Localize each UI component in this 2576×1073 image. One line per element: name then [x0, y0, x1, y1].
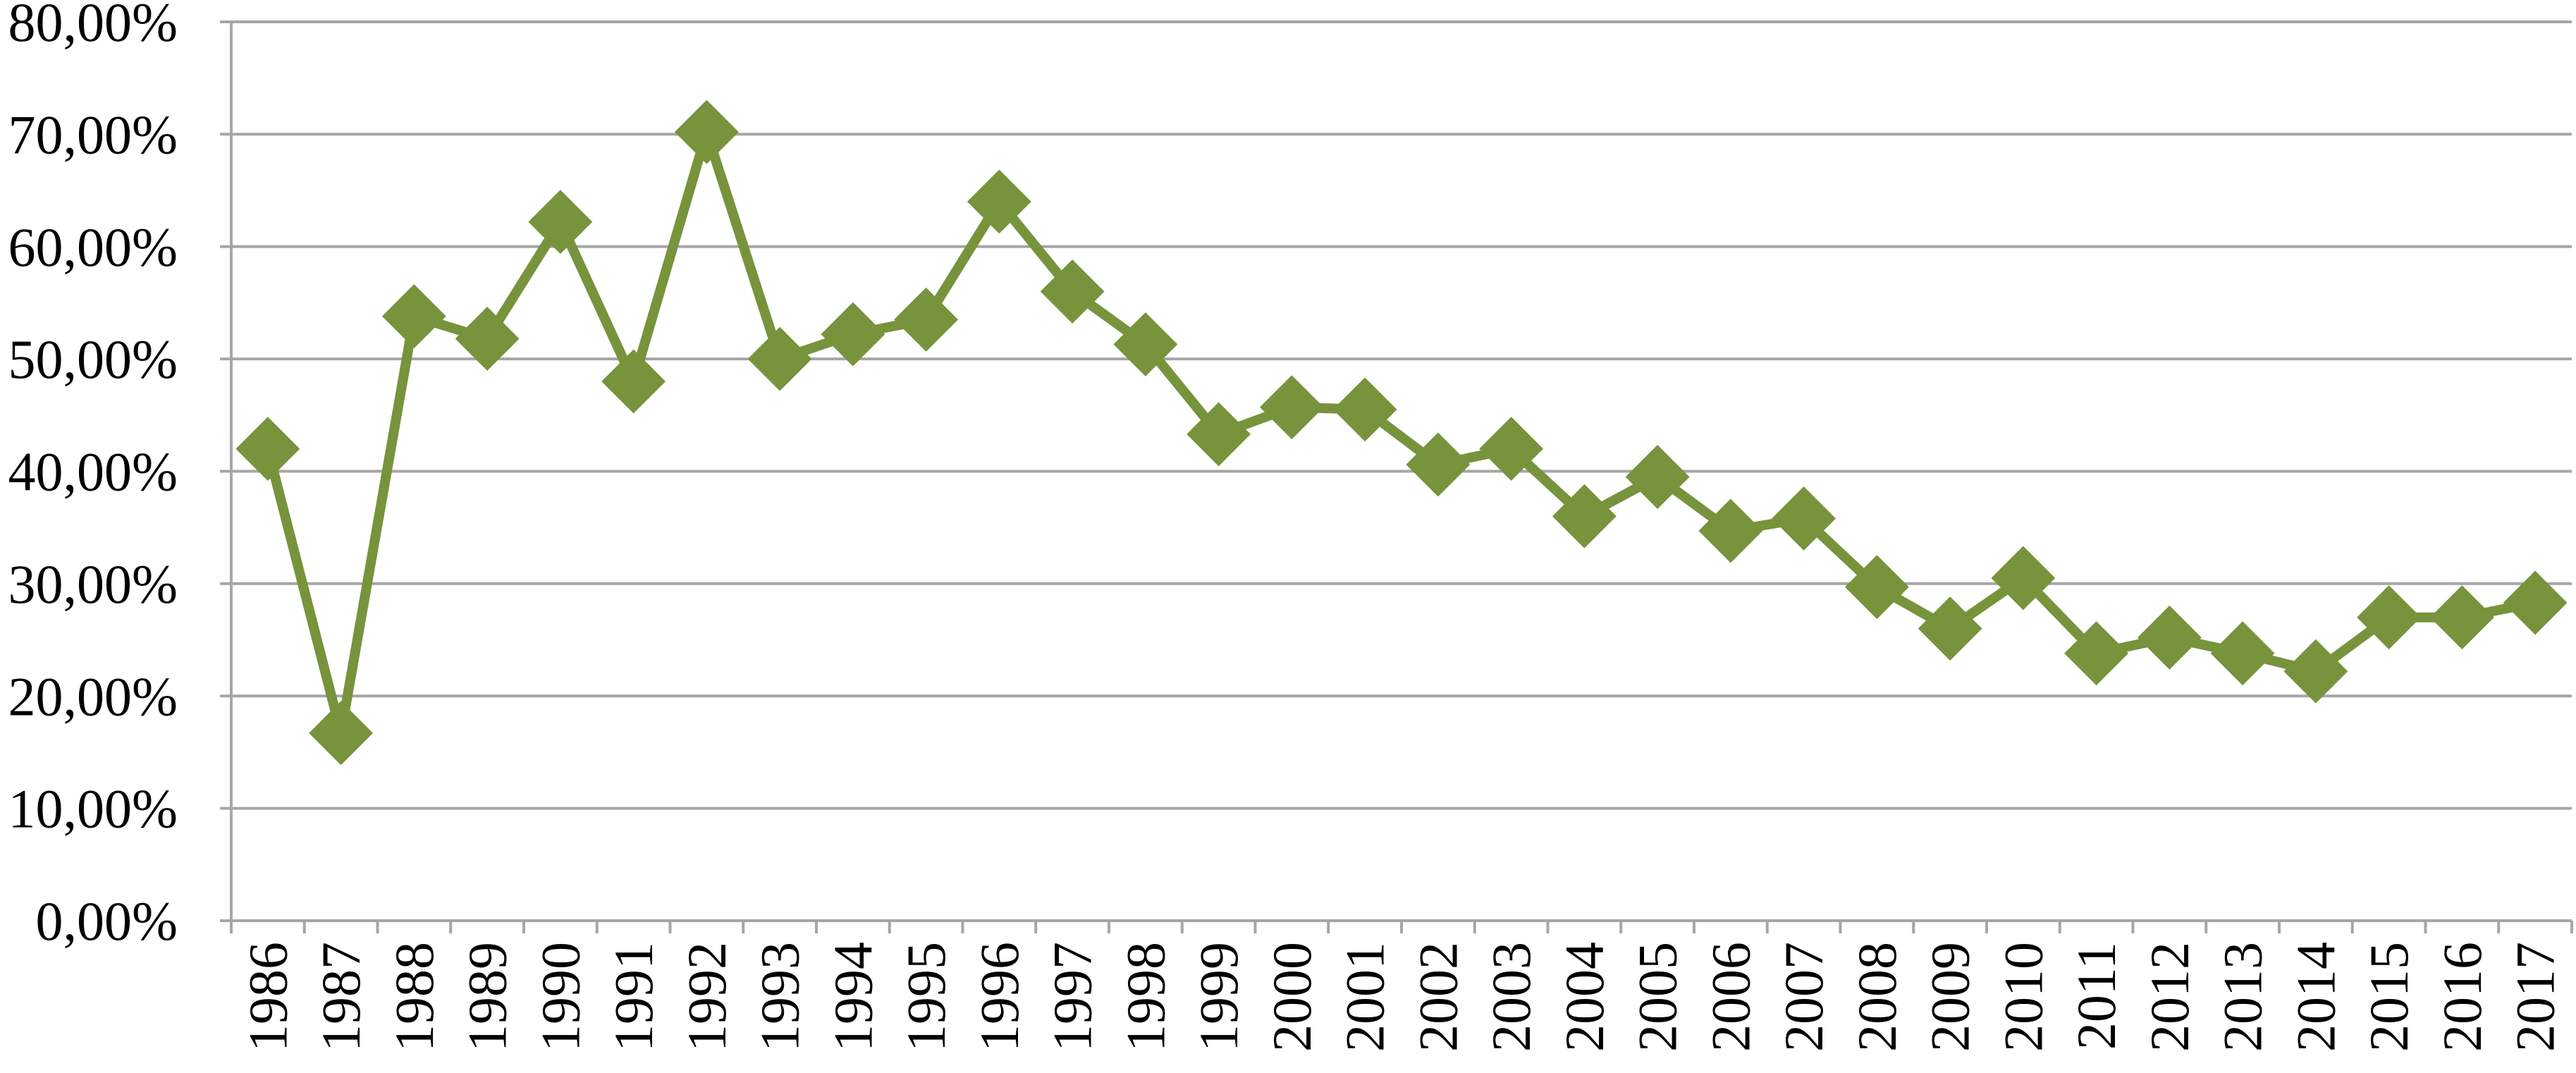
data-point-marker	[528, 190, 593, 255]
data-point-marker	[2429, 585, 2494, 650]
data-point-marker	[381, 284, 446, 348]
x-tick-label: 1997	[1042, 942, 1103, 1052]
x-tick-label: 1993	[749, 942, 811, 1052]
data-point-marker	[894, 287, 959, 352]
x-tick-label: 2012	[2139, 942, 2200, 1052]
x-tick-label: 2006	[1700, 942, 1761, 1052]
x-tick-label: 1990	[529, 942, 591, 1052]
data-point-marker	[1552, 484, 1617, 548]
x-tick-label: 1991	[603, 942, 664, 1052]
data-point-marker	[1332, 377, 1397, 442]
y-tick-label: 70,00%	[8, 104, 178, 165]
data-point-marker	[967, 169, 1031, 234]
x-tick-label: 2004	[1554, 942, 1615, 1052]
y-tick-labels: 0,00% 10,00% 20,00% 30,00% 40,00% 50,00% 60,00…	[8, 0, 178, 952]
axes	[220, 20, 2573, 933]
x-tick-label: 2011	[2066, 942, 2127, 1050]
x-tick-label: 2009	[1920, 942, 1981, 1052]
y-tick-label: 60,00%	[8, 216, 178, 278]
data-point-marker	[2210, 621, 2275, 686]
gridlines	[231, 20, 2572, 810]
x-tick-label: 2003	[1480, 942, 1542, 1052]
data-point-marker	[2283, 639, 2348, 704]
x-tick-label: 2002	[1407, 942, 1468, 1052]
y-tick-label: 40,00%	[8, 441, 178, 503]
y-tick-label: 50,00%	[8, 329, 178, 390]
y-tick-label: 20,00%	[8, 666, 178, 727]
data-point-marker	[455, 307, 520, 371]
data-point-marker	[1113, 312, 1178, 376]
x-tick-label: 1986	[237, 942, 298, 1052]
data-point-marker	[1259, 375, 1324, 440]
data-point-marker	[1040, 259, 1105, 324]
data-point-marker	[1479, 417, 1544, 482]
data-point-marker	[1772, 486, 1836, 551]
x-tick-label: 1999	[1188, 942, 1249, 1052]
x-tick-label: 2015	[2358, 942, 2419, 1052]
x-tick-label: 2010	[1992, 942, 2054, 1052]
data-point-marker	[1406, 432, 1471, 497]
x-tick-label: 2013	[2212, 942, 2274, 1052]
x-tick-label: 2005	[1627, 942, 1688, 1052]
x-tick-label: 1996	[969, 942, 1030, 1052]
data-point-marker	[2064, 621, 2129, 686]
x-tick-label: 1995	[895, 942, 957, 1052]
x-tick-label: 2008	[1846, 942, 1908, 1052]
x-tick-label: 1988	[384, 942, 445, 1052]
data-point-marker	[1698, 498, 1763, 563]
x-tick-label: 2016	[2431, 942, 2493, 1052]
series	[235, 99, 2568, 766]
data-point-marker	[1918, 596, 1982, 661]
data-point-marker	[2357, 585, 2422, 650]
x-tick-labels: 1986 1987 1988 1989 1990 1991 1992 1993 1994 1995…	[237, 942, 2565, 1052]
y-tick-label: 80,00%	[8, 0, 178, 53]
data-point-marker	[1186, 402, 1251, 467]
x-tick-label: 1989	[457, 942, 518, 1052]
y-tick-label: 30,00%	[8, 553, 178, 615]
x-tick-label: 1992	[676, 942, 737, 1052]
x-tick-label: 2007	[1773, 942, 1834, 1052]
x-tick-label: 2001	[1335, 942, 1396, 1052]
data-point-marker	[2137, 605, 2202, 670]
data-point-marker	[821, 302, 885, 367]
data-point-marker	[1844, 555, 1909, 620]
y-tick-label: 10,00%	[8, 778, 178, 840]
data-point-marker	[2503, 570, 2568, 635]
data-point-marker	[1625, 445, 1690, 509]
x-tick-label: 1987	[310, 942, 372, 1052]
data-point-marker	[1991, 546, 2056, 611]
x-tick-label: 1994	[822, 942, 883, 1052]
x-tick-label: 2000	[1261, 942, 1323, 1052]
y-tick-label: 0,00%	[36, 890, 178, 952]
data-point-marker	[747, 326, 812, 391]
data-point-marker	[235, 417, 300, 482]
data-point-marker	[309, 701, 374, 766]
x-tick-label: 2014	[2285, 942, 2346, 1052]
x-tick-label: 1998	[1115, 942, 1176, 1052]
data-point-marker	[601, 349, 666, 414]
data-point-marker	[674, 99, 739, 164]
x-tick-label: 2017	[2505, 942, 2566, 1052]
